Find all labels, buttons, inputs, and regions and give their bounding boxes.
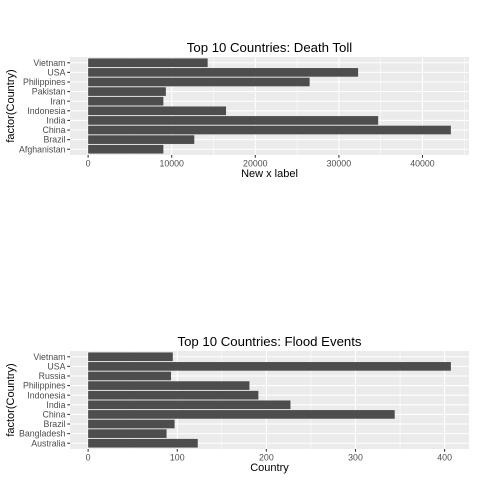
chart-2-x-tick-label: 400 xyxy=(437,453,452,463)
chart-1-y-tick-label: USA xyxy=(47,67,65,77)
chart-2-bar-australia xyxy=(88,438,198,448)
chart-1-bar-afghanistan xyxy=(88,144,164,154)
chart-1-y-tick-label: China xyxy=(43,125,66,135)
chart-1-bar-brazil xyxy=(88,135,195,144)
chart-2-bar-india xyxy=(88,400,291,410)
chart-1-x-tick-label: 30000 xyxy=(327,159,352,169)
chart-1-y-tick-label: Pakistan xyxy=(32,87,66,97)
chart-2-y-tick-label: Russia xyxy=(39,371,66,381)
chart-2-bar-brazil xyxy=(88,419,175,429)
chart-1-x-tick-label: 0 xyxy=(86,159,91,169)
chart-2-bar-philippines xyxy=(88,381,250,390)
chart-1-title: Top 10 Countries: Death Toll xyxy=(187,40,352,55)
chart-1-x-axis-label: New x label xyxy=(241,168,298,180)
chart-2-x-tick-label: 200 xyxy=(259,453,274,463)
chart-1-bar-pakistan xyxy=(88,87,166,96)
chart-2-x-tick-label: 300 xyxy=(348,453,363,463)
chart-2-y-tick-label: Philippines xyxy=(23,381,66,391)
chart-1-bar-indonesia xyxy=(88,106,227,116)
chart-2-y-tick-label: Vietnam xyxy=(33,352,65,362)
chart-2-y-tick-label: USA xyxy=(47,361,65,371)
chart-2-y-tick-label: Australia xyxy=(31,438,65,448)
chart-1-bar-vietnam xyxy=(88,58,208,68)
chart-1-x-tick-label: 20000 xyxy=(243,159,268,169)
chart-2: AustraliaBangladeshBrazilChinaIndiaIndon… xyxy=(5,334,469,474)
chart-2-y-axis-label: factor(Country) xyxy=(5,363,17,436)
chart-1-y-tick-label: Indonesia xyxy=(27,106,65,116)
chart-2-bar-russia xyxy=(88,371,172,381)
chart-1-y-tick-label: Afghanistan xyxy=(19,144,66,154)
chart-2-x-tick-label: 100 xyxy=(170,453,185,463)
chart-2-y-tick-label: Bangladesh xyxy=(19,429,66,439)
chart-1-bar-philippines xyxy=(88,77,310,87)
chart-1-bar-india xyxy=(88,116,379,125)
chart-2-y-tick-label: China xyxy=(43,410,66,420)
chart-1-y-axis-label: factor(Country) xyxy=(5,69,17,142)
chart-1-bar-china xyxy=(88,125,451,135)
chart-1: AfghanistanBrazilChinaIndiaIndonesiaIran… xyxy=(5,40,469,180)
chart-2-bar-vietnam xyxy=(88,352,173,362)
chart-2-y-tick-label: Brazil xyxy=(44,419,66,429)
chart-2-y-tick-label: Indonesia xyxy=(27,390,65,400)
chart-1-x-tick-label: 40000 xyxy=(410,159,435,169)
chart-1-y-tick-label: Vietnam xyxy=(33,58,65,68)
chart-1-y-tick-label: Philippines xyxy=(23,77,66,87)
chart-2-x-tick-label: 0 xyxy=(86,453,91,463)
chart-2-title: Top 10 Countries: Flood Events xyxy=(178,334,362,349)
chart-2-bar-china xyxy=(88,410,395,419)
chart-1-x-tick-label: 10000 xyxy=(159,159,184,169)
chart-2-bar-usa xyxy=(88,362,451,371)
chart-2-bar-bangladesh xyxy=(88,429,167,438)
chart-1-y-tick-label: Brazil xyxy=(44,135,66,145)
chart-1-y-tick-label: Iran xyxy=(50,96,65,106)
chart-1-bar-usa xyxy=(88,68,359,77)
chart-1-y-tick-label: India xyxy=(46,116,65,126)
chart-2-bar-indonesia xyxy=(88,390,259,400)
chart-2-x-axis-label: Country xyxy=(250,462,289,474)
chart-1-bar-iran xyxy=(88,96,164,106)
chart-2-y-tick-label: India xyxy=(46,400,65,410)
